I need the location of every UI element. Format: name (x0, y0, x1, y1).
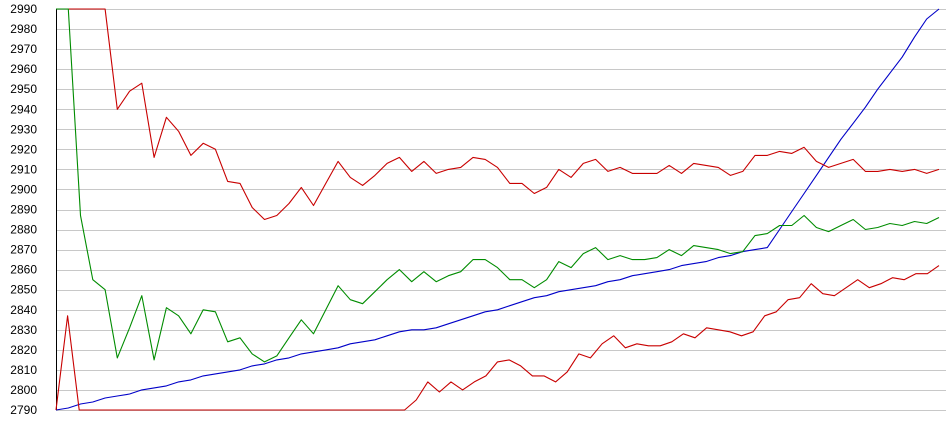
y-tick-label: 2910 (10, 162, 37, 176)
y-tick-label: 2810 (10, 363, 37, 377)
series-line-4 (55, 265, 940, 411)
series-line-1 (55, 8, 940, 411)
y-tick-label: 2860 (10, 263, 37, 277)
y-tick-label: 2830 (10, 323, 37, 337)
y-tick-labels: 2790 2800 2810 2820 2830 2840 2850 2860 2870 2880… (10, 2, 37, 417)
y-tick-label: 2790 (10, 403, 37, 417)
y-tick-label: 2940 (10, 102, 37, 116)
y-tick-label: 2920 (10, 142, 37, 156)
y-tick-label: 2960 (10, 62, 37, 76)
series-lines (55, 8, 940, 411)
gridlines (56, 9, 946, 411)
y-tick-label: 2980 (10, 22, 37, 36)
y-tick-label: 2840 (10, 303, 37, 317)
y-tick-label: 2930 (10, 122, 37, 136)
y-tick-label: 2950 (10, 82, 37, 96)
y-tick-label: 2870 (10, 243, 37, 257)
y-tick-label: 2990 (10, 2, 37, 16)
y-tick-label: 2890 (10, 203, 37, 217)
y-tick-label: 2970 (10, 42, 37, 56)
y-tick-label: 2800 (10, 383, 37, 397)
y-tick-label: 2820 (10, 343, 37, 357)
y-tick-label: 2850 (10, 283, 37, 297)
y-tick-label: 2880 (10, 223, 37, 237)
y-tick-label: 2900 (10, 182, 37, 196)
series-line-2 (56, 8, 940, 221)
series-line-3 (56, 8, 940, 363)
